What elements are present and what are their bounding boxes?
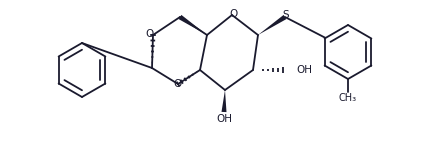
Text: OH: OH <box>296 65 312 75</box>
Text: CH₃: CH₃ <box>339 93 357 103</box>
Text: O: O <box>229 9 237 19</box>
Text: O: O <box>146 29 154 39</box>
Polygon shape <box>222 90 227 112</box>
Text: S: S <box>283 10 289 20</box>
Polygon shape <box>258 15 287 35</box>
Text: OH: OH <box>216 114 232 124</box>
Text: O: O <box>173 79 181 89</box>
Polygon shape <box>179 15 207 35</box>
